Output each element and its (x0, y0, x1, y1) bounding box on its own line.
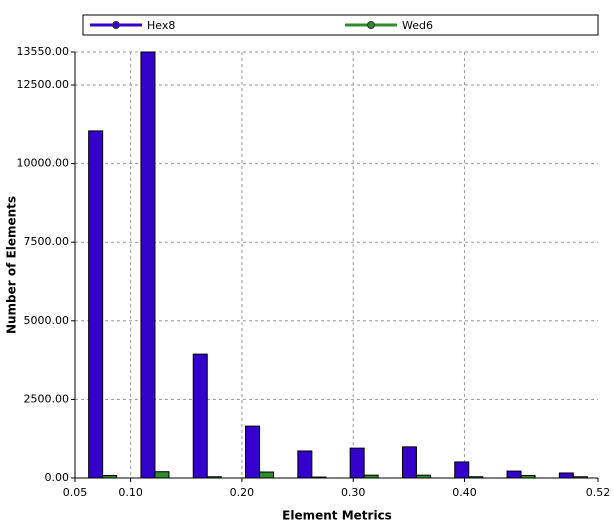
legend-marker (112, 21, 120, 29)
x-tick-label: 0.20 (230, 486, 255, 499)
bar (454, 461, 470, 479)
bar (140, 51, 156, 479)
y-tick-label: 7500.00 (24, 235, 70, 248)
legend-label: Hex8 (147, 19, 175, 32)
bar (88, 130, 104, 479)
legend-label: Wed6 (402, 19, 433, 32)
bar (401, 446, 417, 479)
x-axis-title: Element Metrics (282, 509, 392, 523)
bar (192, 353, 208, 479)
bar (506, 470, 522, 479)
bar (297, 450, 313, 479)
y-tick-label: 2500.00 (24, 392, 70, 405)
x-tick-label: 0.10 (118, 486, 143, 499)
bar (558, 472, 574, 479)
bar (154, 471, 170, 479)
y-tick-label: 10000.00 (17, 157, 70, 170)
bar (349, 447, 365, 479)
y-tick-label: 0.00 (45, 471, 70, 484)
x-tick-label: 0.52 (586, 486, 611, 499)
bar (245, 425, 261, 479)
legend-marker (367, 21, 375, 29)
legend-box (82, 14, 599, 36)
y-tick-label: 13550.00 (17, 45, 70, 58)
y-tick-label: 12500.00 (17, 78, 70, 91)
bar (259, 471, 275, 479)
x-tick-label: 0.30 (341, 486, 366, 499)
x-tick-label: 0.05 (63, 486, 88, 499)
y-axis-title: Number of Elements (5, 196, 19, 334)
y-tick-label: 5000.00 (24, 314, 70, 327)
x-tick-label: 0.40 (452, 486, 477, 499)
